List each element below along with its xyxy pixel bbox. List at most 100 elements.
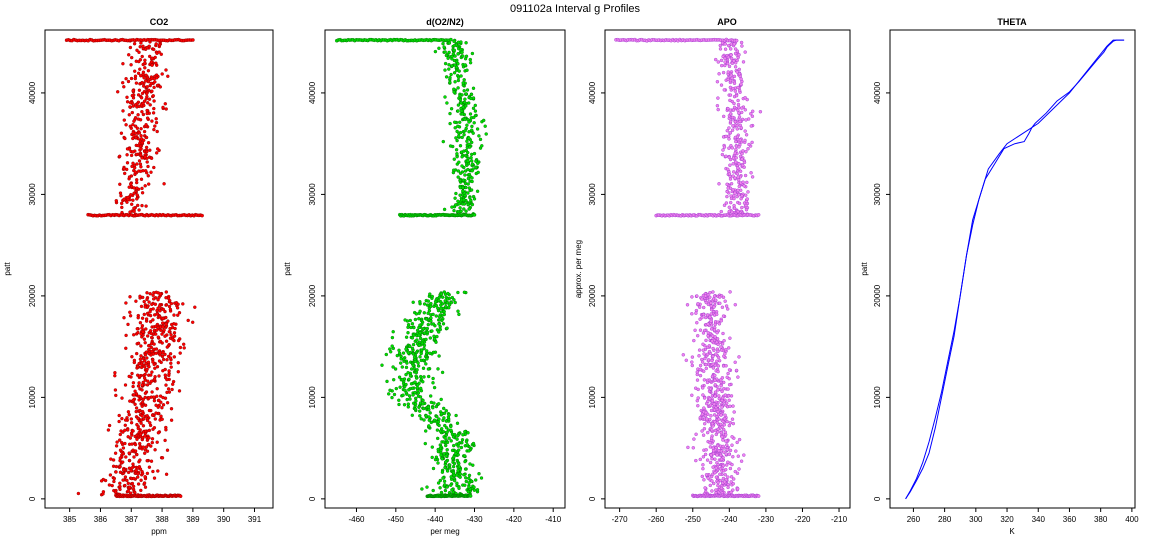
data-point xyxy=(123,418,128,422)
data-point xyxy=(151,94,156,98)
data-point xyxy=(729,490,733,494)
data-point xyxy=(159,52,164,56)
data-point xyxy=(131,150,135,154)
data-point xyxy=(165,345,170,349)
data-point xyxy=(447,63,451,67)
data-point xyxy=(140,324,145,328)
data-point xyxy=(131,381,136,385)
data-point xyxy=(138,321,143,325)
x-tick-label: -220 xyxy=(794,515,811,524)
data-point xyxy=(124,455,128,459)
data-point xyxy=(418,300,422,304)
data-point xyxy=(443,423,447,428)
data-point xyxy=(736,188,740,193)
data-point xyxy=(153,448,157,452)
data-point xyxy=(428,411,432,415)
data-point xyxy=(707,349,712,354)
data-point xyxy=(726,186,730,190)
data-point xyxy=(722,88,726,92)
data-point xyxy=(461,433,465,437)
plot-frame xyxy=(324,29,566,509)
data-point xyxy=(154,347,159,351)
data-point xyxy=(119,131,124,135)
data-point xyxy=(147,54,152,59)
data-point xyxy=(466,167,470,172)
data-point xyxy=(719,345,723,349)
data-point xyxy=(137,208,141,212)
level-point xyxy=(472,213,477,217)
data-point xyxy=(144,122,148,127)
data-point xyxy=(702,352,706,356)
data-point xyxy=(117,154,122,159)
data-point xyxy=(153,366,157,370)
data-point xyxy=(716,480,720,485)
data-point xyxy=(713,383,717,387)
data-point xyxy=(456,109,460,113)
data-point xyxy=(155,328,159,332)
data-point xyxy=(422,311,426,315)
data-point xyxy=(436,420,441,424)
data-point xyxy=(452,455,456,459)
data-point xyxy=(118,448,123,452)
data-point xyxy=(731,488,735,492)
data-point xyxy=(434,340,438,344)
data-point xyxy=(136,472,140,476)
data-point xyxy=(472,151,477,156)
data-point xyxy=(424,414,428,418)
data-point xyxy=(718,467,723,471)
data-point xyxy=(426,322,430,327)
data-point xyxy=(449,428,453,432)
data-point xyxy=(728,119,733,124)
data-point xyxy=(427,374,431,379)
data-point xyxy=(455,138,459,143)
data-point xyxy=(718,340,722,345)
data-point xyxy=(129,192,133,197)
data-point xyxy=(446,56,450,60)
data-point xyxy=(161,316,165,321)
y-tick-label: 30000 xyxy=(308,183,317,206)
data-point xyxy=(462,78,466,82)
data-point xyxy=(437,402,441,406)
data-point xyxy=(441,429,445,434)
data-point xyxy=(127,451,131,455)
data-point xyxy=(122,197,126,202)
data-point xyxy=(152,377,157,381)
data-point xyxy=(734,144,739,148)
data-point xyxy=(169,418,174,422)
data-point xyxy=(733,47,738,51)
data-point xyxy=(157,50,161,54)
data-point xyxy=(450,54,454,59)
data-point xyxy=(152,342,156,346)
data-point xyxy=(150,89,154,93)
data-point xyxy=(182,346,186,350)
data-point xyxy=(125,100,130,104)
data-point xyxy=(145,160,149,164)
data-point xyxy=(440,457,444,461)
data-point xyxy=(155,147,160,151)
data-point xyxy=(402,403,407,407)
data-point xyxy=(732,42,736,46)
data-point xyxy=(459,101,463,105)
data-point xyxy=(746,190,750,194)
data-point xyxy=(465,139,469,144)
data-point xyxy=(716,349,720,354)
data-point xyxy=(460,135,464,140)
data-point xyxy=(455,154,459,159)
data-point xyxy=(733,119,738,124)
data-point xyxy=(438,318,442,322)
data-point xyxy=(131,462,135,466)
data-point xyxy=(438,429,443,433)
data-point xyxy=(701,348,705,352)
y-axis-label: patt xyxy=(283,262,292,276)
data-point xyxy=(448,121,452,126)
data-point xyxy=(137,59,141,64)
data-point xyxy=(454,148,459,152)
data-point xyxy=(118,456,123,460)
data-point xyxy=(408,397,412,401)
data-point xyxy=(686,445,690,450)
data-point xyxy=(431,406,435,410)
data-point xyxy=(178,351,182,355)
data-point xyxy=(161,395,165,400)
data-point xyxy=(724,134,728,139)
data-point xyxy=(413,407,418,411)
